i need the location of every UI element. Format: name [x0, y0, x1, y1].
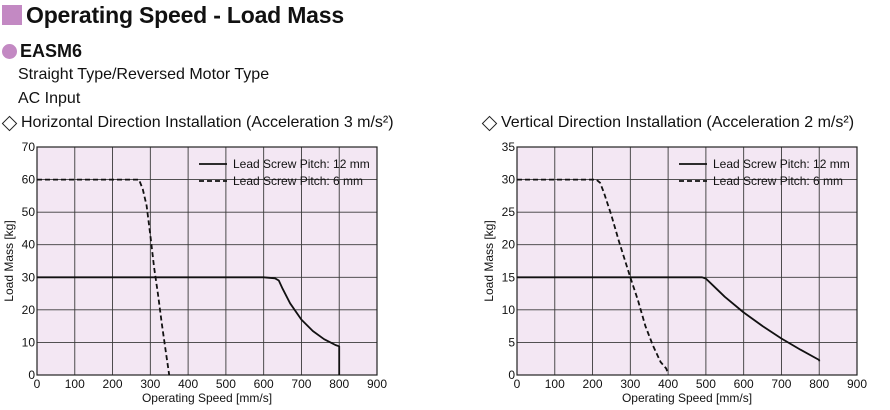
model-name: EASM6: [20, 40, 83, 61]
model-bullet-icon: [2, 43, 17, 59]
chart1-x-tick-label: 500: [696, 377, 716, 391]
input-type-text: AC Input: [18, 90, 81, 107]
chart0-x-tick-label: 500: [216, 377, 236, 391]
chart0-x-tick-label: 700: [291, 377, 311, 391]
chart0-y-tick-label: 70: [22, 140, 36, 154]
chart1-y-tick-label: 10: [502, 303, 516, 317]
chart0-x-tick-label: 600: [254, 377, 274, 391]
chart0-x-tick-label: 900: [367, 377, 387, 391]
chart1-x-tick-label: 700: [771, 377, 791, 391]
chart0-legend-label-1: Lead Screw Pitch: 6 mm: [233, 174, 363, 188]
chart0-x-tick-label: 0: [34, 377, 41, 391]
chart1-x-axis-label: Operating Speed [mm/s]: [622, 391, 752, 405]
chart1-series-line-1: [517, 178, 669, 375]
chart0-plot-frame: [36, 146, 378, 376]
chart1-y-tick-label: 15: [502, 270, 516, 284]
chart1-legend-label-0: Lead Screw Pitch: 12 mm: [713, 157, 850, 171]
chart0-x-tick-label: 400: [178, 377, 198, 391]
chart0-y-tick-label: 30: [22, 270, 36, 284]
chart0-x-tick-label: 200: [103, 377, 123, 391]
title-marker-icon: [2, 5, 22, 25]
chart1-legend-label-1: Lead Screw Pitch: 6 mm: [713, 174, 843, 188]
chart1-y-tick-label: 0: [508, 368, 515, 382]
page-title: Operating Speed - Load Mass: [26, 1, 344, 28]
chart0-y-tick-label: 40: [22, 238, 36, 252]
chart1-series-line-0: [517, 276, 821, 362]
chart0-x-tick-label: 100: [65, 377, 85, 391]
chart1-y-tick-label: 5: [508, 335, 515, 349]
motor-type-text: Straight Type/Reversed Motor Type: [18, 66, 270, 83]
chart1-plot-frame: [516, 146, 858, 376]
chart0-y-tick-label: 0: [28, 368, 35, 382]
chart0-y-tick-label: 50: [22, 205, 36, 219]
chart0-series-line-1: [37, 178, 171, 376]
chart1-x-tick-label: 200: [583, 377, 603, 391]
chart0-y-tick-label: 10: [22, 335, 36, 349]
chart1-x-tick-label: 0: [514, 377, 521, 391]
chart0-legend-label-0: Lead Screw Pitch: 12 mm: [233, 157, 370, 171]
chart1-x-tick-label: 800: [809, 377, 829, 391]
page-header: Operating Speed - Load Mass: [2, 0, 344, 30]
diamond-bullet-icon: [481, 115, 498, 131]
chart0-y-axis-label: Load Mass [kg]: [2, 220, 16, 301]
chart0-x-axis-label: Operating Speed [mm/s]: [142, 391, 272, 405]
chart1-x-tick-label: 100: [545, 377, 565, 391]
chart1-y-tick-label: 25: [502, 205, 516, 219]
chart0-y-tick-label: 60: [22, 173, 36, 187]
chart0-x-tick-label: 800: [329, 377, 349, 391]
chart-title-vertical: Vertical Direction Installation (Acceler…: [501, 114, 855, 131]
chart1-x-tick-label: 300: [620, 377, 640, 391]
chart1-y-axis-label: Load Mass [kg]: [482, 220, 496, 301]
chart-horizontal-installation: 0 100 200 300 400 500 600 700 800 900 0 10 20 30 40 50 6…: [2, 140, 387, 405]
chart1-y-tick-label: 30: [502, 173, 516, 187]
chart1-x-tick-label: 900: [847, 377, 867, 391]
chart0-y-tick-label: 20: [22, 303, 36, 317]
chart1-x-tick-label: 600: [734, 377, 754, 391]
chart-vertical-installation: 0 100 200 300 400 500 600 700 800 900 0 5 10 15 20 25 30…: [482, 140, 867, 405]
model-header: EASM6: [2, 40, 82, 62]
chart1-plot-area: [517, 147, 857, 375]
chart-heading-horizontal: Horizontal Direction Installation (Accel…: [0, 114, 394, 132]
chart1-x-tick-label: 400: [658, 377, 678, 391]
chart-heading-vertical: Vertical Direction Installation (Acceler…: [480, 114, 854, 132]
chart1-y-tick-label: 35: [502, 140, 516, 154]
chart1-y-tick-label: 20: [502, 238, 516, 252]
chart0-x-tick-label: 300: [140, 377, 160, 391]
diamond-bullet-icon: [1, 115, 18, 131]
chart0-series-line-0: [37, 276, 341, 375]
chart-title-horizontal: Horizontal Direction Installation (Accel…: [21, 114, 394, 131]
